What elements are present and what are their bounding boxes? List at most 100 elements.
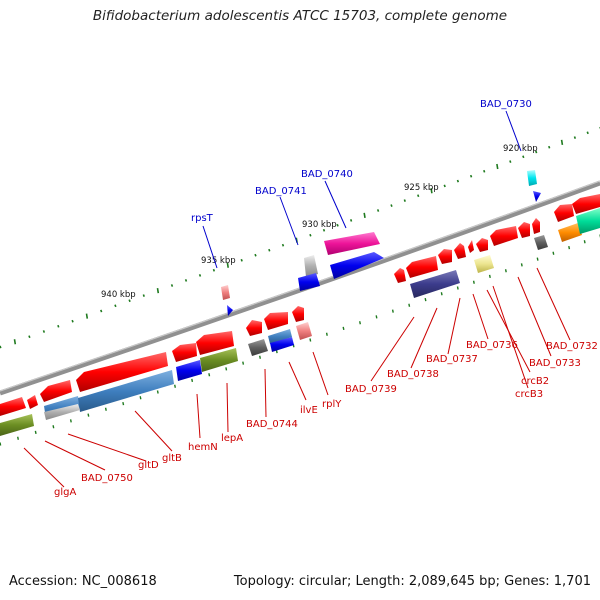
gene-label[interactable]: BAD_0740 [301,169,353,180]
gene-feature[interactable] [227,305,233,316]
scale-tick [342,326,345,331]
gene-feature[interactable] [476,238,488,252]
gene-label[interactable]: glgA [54,487,76,498]
leader-lines [23,110,571,488]
gene-label[interactable]: gltD [138,460,159,471]
scale-label: 925 kbp [404,183,439,193]
scale-tick [174,384,176,388]
scale-tick [336,223,339,227]
scale-tick [242,361,245,365]
gene-label[interactable]: BAD_0732 [546,341,598,352]
scale-tick [85,313,89,319]
scale-label: 935 kbp [201,256,236,266]
scale-tick [268,248,271,252]
gene-label[interactable]: BAD_0737 [426,354,478,365]
scale-tick [520,263,523,267]
gene-feature[interactable] [176,360,202,381]
scale-tick [390,204,393,207]
gene-feature[interactable] [298,273,320,291]
gene-feature[interactable] [532,218,540,234]
scale-tick [548,145,551,149]
gene-feature[interactable] [296,322,312,340]
gene-feature[interactable] [246,320,262,336]
gene-feature[interactable] [172,343,197,362]
gene-feature[interactable] [268,329,292,344]
gene-label[interactable]: BAD_0730 [480,99,532,110]
scale-tick [114,304,117,308]
scale-tick [359,321,361,325]
scale-tick [552,251,555,255]
scale-tick [535,150,538,154]
gene-label[interactable]: BAD_0741 [255,186,307,197]
gene-label[interactable]: BAD_0736 [466,340,518,351]
scale-tick [568,245,571,250]
gene-feature[interactable] [76,352,168,392]
gene-feature[interactable] [406,256,438,278]
gene-feature[interactable] [454,243,466,259]
gene-feature[interactable] [558,223,582,242]
scale-tick [142,294,145,297]
gene-feature[interactable] [572,194,600,214]
gene-feature[interactable] [410,270,460,298]
scale-tick [488,274,491,279]
scale-label: 940 kbp [101,290,136,300]
scale-tick [363,212,366,219]
scale-tick [496,163,499,170]
scale-tick [225,367,228,371]
gene-feature[interactable] [221,285,230,300]
gene-feature[interactable] [534,235,548,250]
gene-label[interactable]: BAD_0739 [345,384,397,395]
scale-tick [191,378,194,383]
map-title: Bifidobacterium adolescentis ATCC 15703,… [92,8,508,24]
gene-feature[interactable] [518,222,530,238]
scale-tick [34,430,37,435]
gene-label[interactable]: lepA [221,433,243,444]
gene-feature[interactable] [264,312,288,330]
gene-label[interactable]: crcB3 [515,389,543,400]
gene-feature[interactable] [27,395,38,409]
gene-feature[interactable] [270,337,294,352]
gene-feature[interactable] [248,339,268,356]
gene-feature[interactable] [330,252,384,279]
scale-tick [128,299,131,303]
scale-tick [198,274,202,277]
scale-tick [87,413,90,417]
gene-feature[interactable] [438,249,452,264]
forward-gene-labels: rpsT BAD_0741 BAD_0740 BAD_0730 [191,99,532,224]
gene-label[interactable]: hemN [188,442,218,453]
gene-feature[interactable] [304,255,318,277]
gene-feature[interactable] [554,204,574,222]
gene-label[interactable]: BAD_0750 [81,473,133,484]
gene-label[interactable]: rplY [322,399,342,410]
gene-label[interactable]: gltB [162,453,182,464]
scale-tick [430,188,433,194]
gene-feature[interactable] [0,414,34,436]
gene-label[interactable]: BAD_0738 [387,369,439,380]
gene-feature[interactable] [196,331,234,355]
gene-feature[interactable] [533,191,541,202]
gene-feature[interactable] [576,208,600,234]
gene-feature[interactable] [468,240,474,253]
gene-label[interactable]: ilvE [300,405,318,416]
gene-label[interactable]: BAD_0744 [246,419,298,430]
gene-feature[interactable] [40,380,72,402]
gene-label[interactable]: BAD_0733 [529,358,581,369]
gene-feature[interactable] [527,170,537,186]
gene-feature[interactable] [200,348,238,372]
gene-feature[interactable] [324,232,380,255]
gene-label[interactable]: rpsT [191,213,214,224]
scale-tick [309,233,312,237]
gene-feature[interactable] [292,306,304,322]
gene-feature[interactable] [44,404,80,420]
gene-feature[interactable] [78,370,174,412]
scale-tick [322,228,326,232]
gene-feature[interactable] [394,268,406,283]
gene-feature[interactable] [0,397,26,416]
scale-tick [139,396,142,400]
gene-feature[interactable] [474,255,494,273]
gene-label[interactable]: crcB2 [521,376,549,387]
gene-feature[interactable] [490,226,518,246]
scale-tick [13,339,17,345]
scale-tick [212,268,216,272]
accession-text: Accession: NC_008618 [9,574,157,589]
